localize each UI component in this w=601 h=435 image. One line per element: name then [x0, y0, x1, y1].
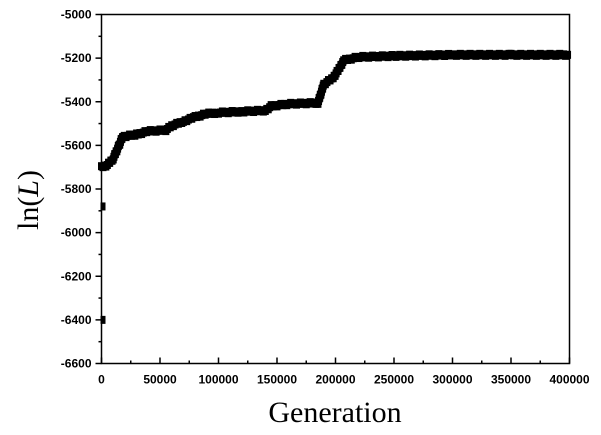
- y-tick-label: -5400: [61, 95, 92, 109]
- x-tick-label: 0: [98, 373, 105, 387]
- x-tick-label: 50000: [143, 373, 177, 387]
- x-tick-label: 400000: [549, 373, 589, 387]
- y-axis: -5000 -5200 -5400 -5600 -5800 -6000 -6200 -6400…: [61, 8, 102, 371]
- outlier-marker: [100, 315, 106, 324]
- y-tick-label: -6400: [61, 313, 92, 327]
- y-tick-label: -5200: [61, 51, 92, 65]
- x-axis-title: Generation: [268, 396, 401, 429]
- x-tick-label: 200000: [315, 373, 355, 387]
- plot-frame: [100, 13, 571, 365]
- y-tick-label: -6600: [61, 357, 92, 371]
- x-tick-label: 250000: [374, 373, 414, 387]
- outlier-marker: [100, 202, 106, 211]
- y-tick-label: -6200: [61, 269, 92, 283]
- y-tick-label: -6000: [61, 226, 92, 240]
- x-tick-label: 350000: [491, 373, 531, 387]
- x-tick-label: 150000: [257, 373, 297, 387]
- y-axis-title: ln(L): [12, 170, 45, 230]
- y-tick-label: -5600: [61, 138, 92, 152]
- x-tick-label: 100000: [198, 373, 238, 387]
- x-axis: 0 50000 100000 150000 200000 250000 300000 3500…: [98, 357, 590, 387]
- x-tick-label: 300000: [432, 373, 472, 387]
- y-tick-label: -5000: [61, 8, 92, 22]
- data-series: [98, 49, 572, 324]
- y-tick-label: -5800: [61, 182, 92, 196]
